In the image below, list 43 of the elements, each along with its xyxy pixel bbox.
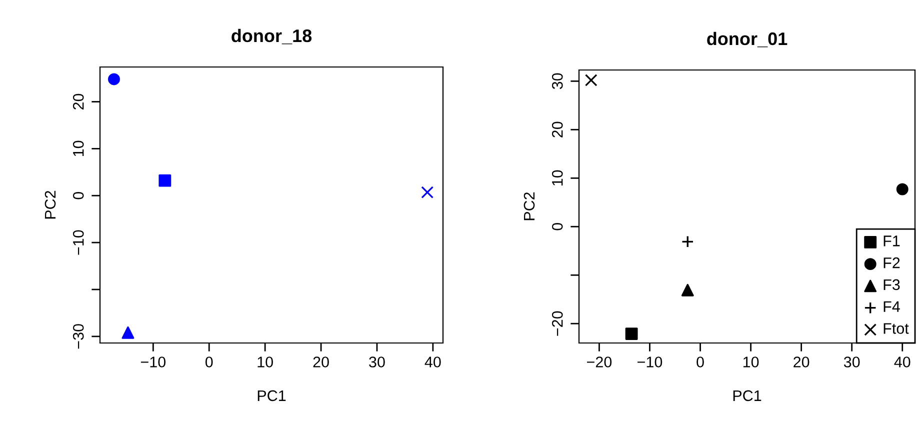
- x-tick-label: 20: [313, 356, 329, 368]
- x-axis-title: PC1: [733, 390, 762, 402]
- legend-label: F3: [884, 279, 900, 290]
- point: [681, 284, 694, 296]
- x-axis-title: PC1: [258, 390, 286, 402]
- point: [108, 73, 120, 86]
- y-tick-label: 0: [552, 222, 563, 230]
- point: [625, 328, 638, 340]
- x-tick-label: 0: [696, 356, 704, 368]
- x-tick-label: −10: [638, 356, 662, 368]
- x-tick-label: 20: [794, 356, 810, 368]
- point: [421, 186, 434, 199]
- y-tick-label: −20: [552, 311, 563, 336]
- y-tick-label: 20: [72, 94, 84, 110]
- legend-label: F2: [884, 257, 900, 268]
- point: [122, 326, 134, 339]
- point: [158, 174, 172, 187]
- legend-label: F1: [884, 236, 900, 246]
- chart-title: donor_01: [707, 32, 788, 48]
- x-tick-label: 40: [424, 356, 441, 368]
- y-tick-label: −30: [72, 324, 84, 349]
- x-tick-label: 10: [743, 356, 759, 368]
- y-tick-label: 10: [552, 170, 563, 186]
- point: [584, 74, 598, 86]
- y-tick-label: 10: [72, 140, 84, 156]
- y-axis-title: PC2: [44, 190, 56, 219]
- point: [681, 235, 694, 248]
- x-tick-label: −20: [587, 356, 612, 368]
- point: [896, 183, 908, 196]
- y-tick-label: 0: [72, 192, 84, 200]
- legend-label: F4: [884, 301, 900, 312]
- x-tick-label: 0: [205, 356, 213, 368]
- x-tick-label: 30: [844, 356, 860, 368]
- y-axis-title: PC2: [524, 192, 535, 220]
- legend-label: Ftot: [884, 323, 909, 334]
- y-tick-label: −10: [72, 230, 84, 255]
- x-tick-label: 30: [369, 356, 385, 368]
- x-tick-label: −10: [140, 356, 166, 368]
- y-tick-label: 20: [552, 122, 563, 138]
- chart-title: donor_18: [232, 28, 312, 44]
- y-tick-label: 30: [552, 73, 563, 90]
- x-tick-label: 40: [894, 356, 910, 368]
- x-tick-label: 10: [258, 356, 273, 368]
